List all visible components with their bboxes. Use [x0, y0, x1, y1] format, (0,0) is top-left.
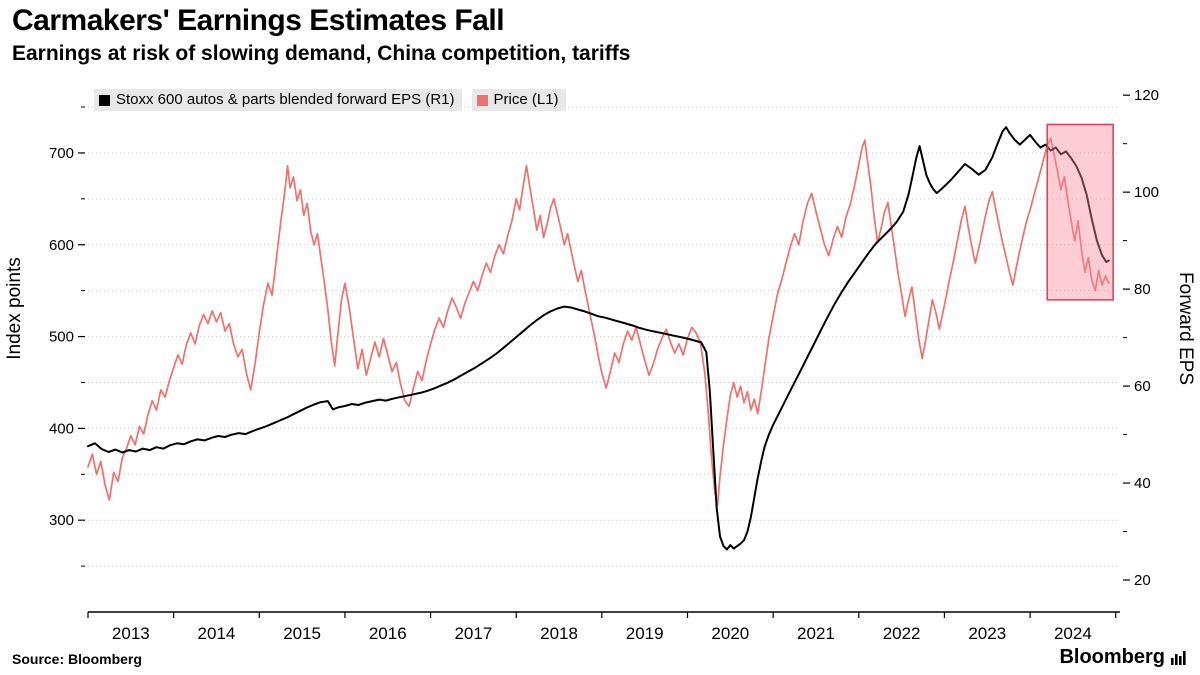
legend-swatch [99, 94, 110, 106]
x-tick-label: 2022 [883, 624, 921, 643]
y-left-tick-label: 500 [49, 329, 74, 346]
y-right-tick-label: 40 [1134, 475, 1151, 492]
bloomberg-bars-icon [1171, 650, 1186, 665]
y-left-tick-label: 400 [49, 420, 74, 437]
x-tick-label: 2023 [968, 624, 1006, 643]
y-left-tick-label: 300 [49, 512, 74, 529]
eps-line-series [87, 126, 1110, 551]
source-label: Source: Bloomberg [12, 651, 142, 667]
chart-subtitle: Earnings at risk of slowing demand, Chin… [12, 42, 631, 65]
bloomberg-logo: Bloomberg [1059, 646, 1186, 669]
bloomberg-wordmark: Bloomberg [1059, 646, 1165, 668]
y-right-tick-label: 100 [1134, 184, 1159, 201]
x-tick-label: 2024 [1054, 624, 1092, 643]
legend-item-1: Price (L1) [471, 89, 566, 111]
y-right-tick-label: 80 [1134, 281, 1151, 298]
y-left-tick-label: 600 [49, 237, 74, 254]
legend-item-0: Stoxx 600 autos & parts blended forward … [94, 89, 462, 111]
legend-label: Price (L1) [493, 91, 559, 108]
x-tick-label: 2013 [112, 624, 150, 643]
chart-legend: Stoxx 600 autos & parts blended forward … [94, 89, 566, 111]
highlight-region [1046, 123, 1114, 301]
left-axis-title: Index points [4, 257, 25, 359]
legend-label: Stoxx 600 autos & parts blended forward … [116, 91, 455, 108]
x-tick-label: 2014 [198, 624, 236, 643]
legend-swatch [476, 94, 488, 106]
x-tick-label: 2020 [711, 624, 749, 643]
y-right-tick-label: 120 [1134, 87, 1159, 104]
chart-title: Carmakers' Earnings Estimates Fall [12, 4, 505, 37]
x-tick-label: 2021 [797, 624, 835, 643]
price-line-series [87, 137, 1110, 507]
x-tick-label: 2018 [540, 624, 578, 643]
x-tick-label: 2017 [454, 624, 492, 643]
y-right-tick-label: 60 [1134, 378, 1151, 395]
x-tick-label: 2015 [283, 624, 321, 643]
right-axis-title: Forward EPS [1175, 272, 1196, 385]
y-left-tick-label: 700 [49, 145, 74, 162]
y-right-tick-label: 20 [1134, 572, 1151, 589]
x-tick-label: 2016 [369, 624, 407, 643]
x-tick-label: 2019 [626, 624, 664, 643]
